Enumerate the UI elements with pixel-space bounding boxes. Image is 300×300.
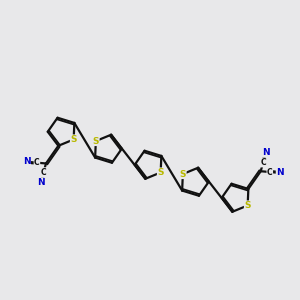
Text: S: S [180, 169, 186, 178]
Text: S: S [70, 135, 77, 144]
Text: C: C [267, 167, 273, 176]
Text: S: S [93, 136, 99, 146]
Text: S: S [158, 168, 164, 177]
Text: N: N [37, 178, 45, 187]
Text: N: N [276, 168, 284, 177]
Text: N: N [23, 157, 30, 166]
Text: C: C [41, 168, 46, 177]
Text: S: S [244, 201, 251, 210]
Text: C: C [34, 158, 40, 167]
Text: C: C [260, 158, 266, 167]
Text: N: N [262, 148, 270, 157]
